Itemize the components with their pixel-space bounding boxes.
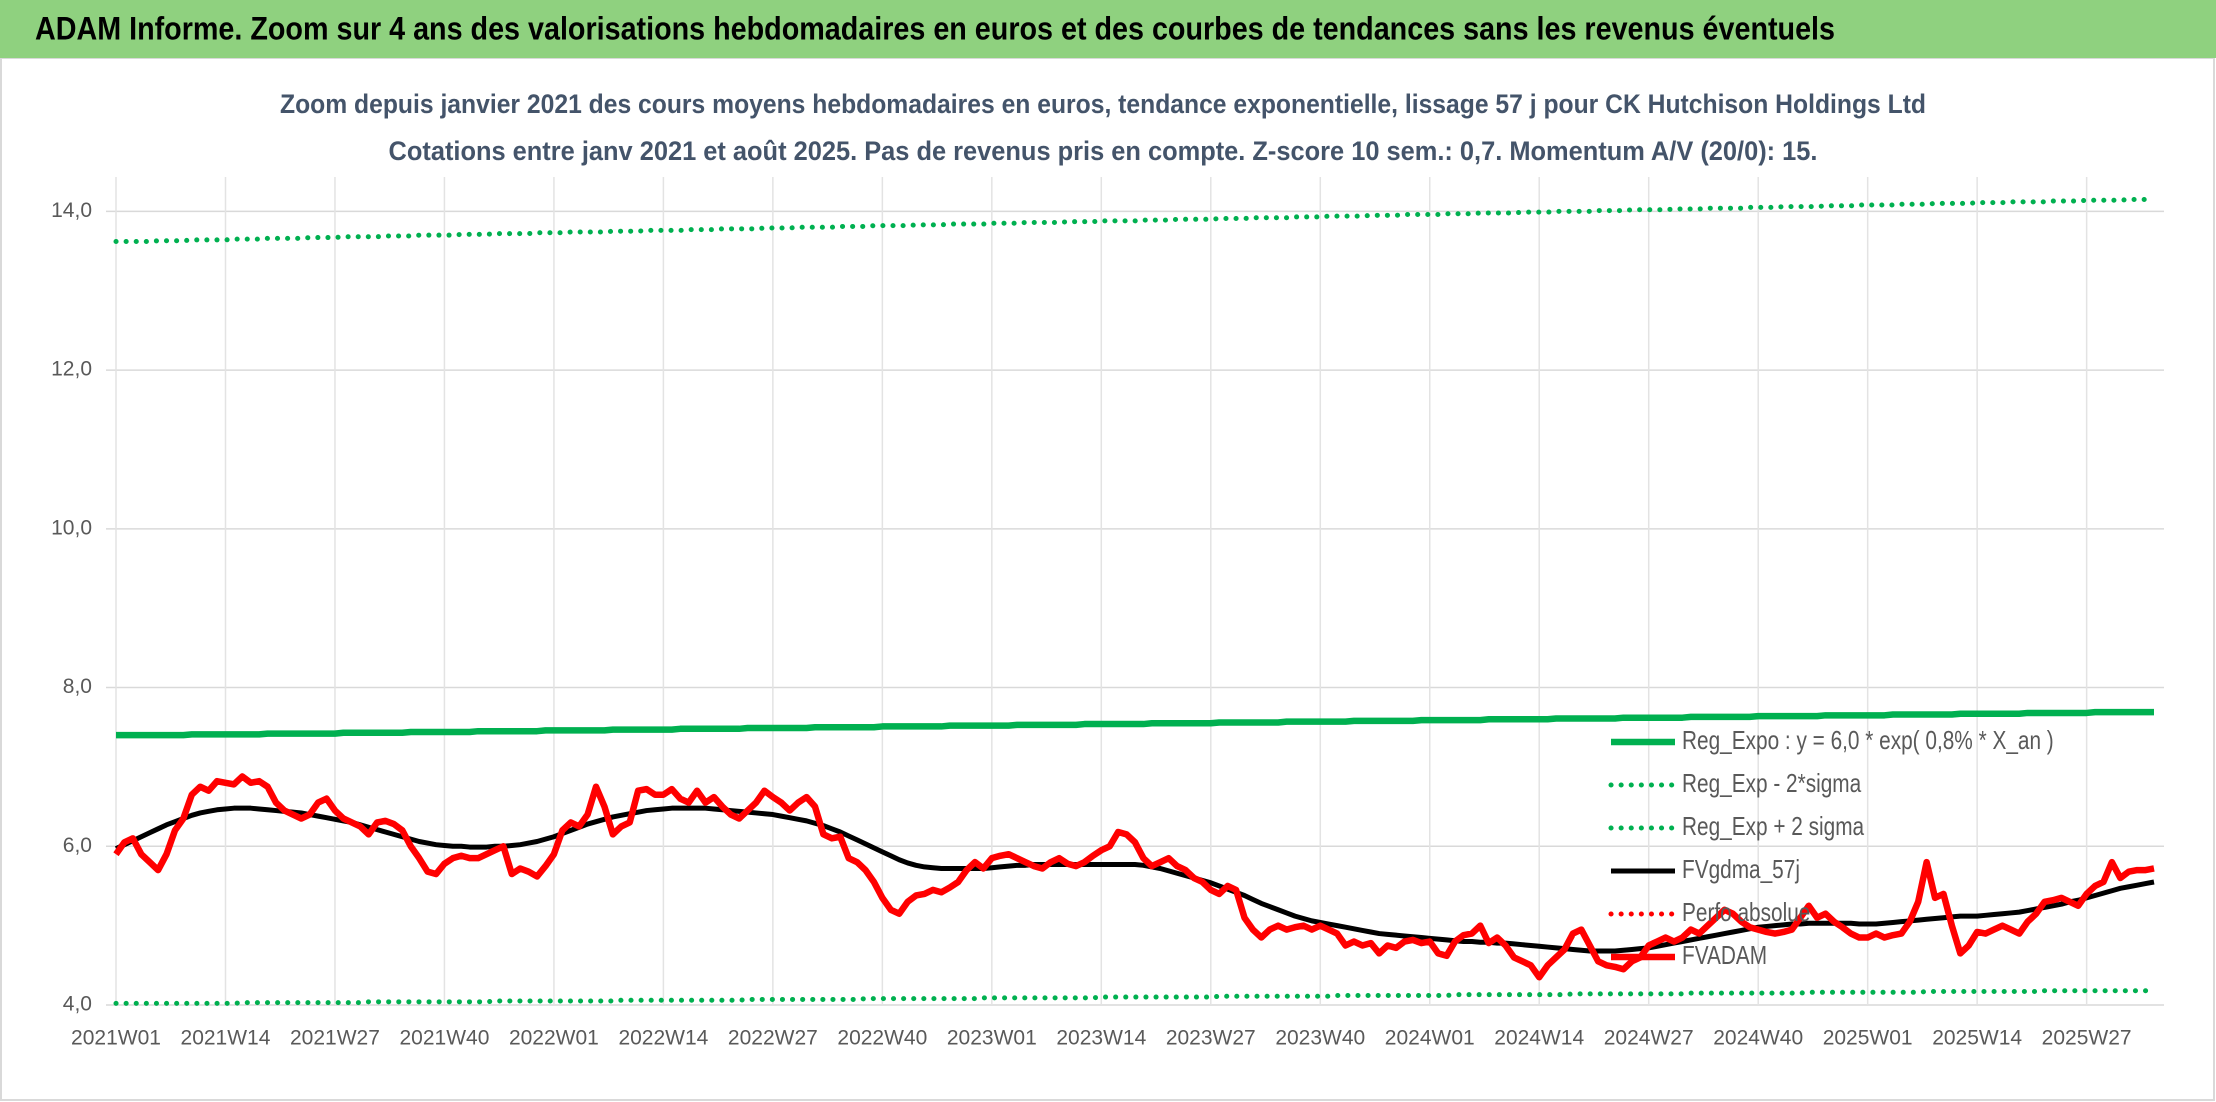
series-line (114, 805, 2155, 954)
x-tick-label: 2021W40 (399, 1027, 489, 1050)
x-tick-label: 2025W01 (1823, 1027, 1913, 1050)
x-tick-label: 2023W40 (1275, 1027, 1365, 1050)
x-tick-label: 2021W01 (71, 1027, 161, 1050)
legend-label: Reg_Expo : y = 6,0 * exp( 0,8% * X_an ) (1682, 725, 2054, 755)
y-tick-label: 12,0 (51, 358, 92, 381)
legend-label: Reg_Exp - 2*sigma (1682, 768, 1862, 798)
x-tick-label: 2023W14 (1056, 1027, 1146, 1050)
x-tick-label: 2024W01 (1385, 1027, 1475, 1050)
series-line (116, 708, 2154, 739)
y-tick-label: 10,0 (51, 516, 92, 539)
chart-subtitle: Cotations entre janv 2021 et août 2025. … (389, 136, 1818, 166)
x-tick-label: 2022W14 (618, 1027, 708, 1050)
y-tick-label: 6,0 (63, 834, 92, 857)
series-line (113, 196, 2157, 245)
x-tick-label: 2022W27 (728, 1027, 818, 1050)
x-tick-label: 2023W27 (1166, 1027, 1256, 1050)
legend: Reg_Expo : y = 6,0 * exp( 0,8% * X_an ) R… (1608, 725, 2054, 970)
legend-label: FVgdma_57j (1682, 854, 1800, 884)
header-title: ADAM Informe. Zoom sur 4 ans des valoris… (35, 10, 1835, 46)
x-tick-label: 2021W27 (290, 1027, 380, 1050)
x-tick-label: 2025W27 (2042, 1027, 2132, 1050)
legend-label: Reg_Exp + 2 sigma (1682, 811, 1865, 841)
x-tick-label: 2022W40 (837, 1027, 927, 1050)
series-line (113, 988, 2157, 1006)
legend-label: Perfo absolue (1682, 897, 1810, 927)
plot-lines (113, 196, 2157, 1006)
x-tick-label: 2025W14 (1932, 1027, 2022, 1050)
chart-title: Zoom depuis janvier 2021 des cours moyen… (280, 89, 1926, 119)
header-band (0, 0, 2216, 58)
x-tick-label: 2023W01 (947, 1027, 1037, 1050)
x-tick-label: 2024W40 (1713, 1027, 1803, 1050)
x-tick-label: 2024W27 (1604, 1027, 1694, 1050)
x-tick-label: 2022W01 (509, 1027, 599, 1050)
series-line (113, 773, 2155, 981)
x-tick-label: 2024W14 (1494, 1027, 1584, 1050)
y-tick-label: 4,0 (63, 993, 92, 1016)
legend-label: FVADAM (1682, 940, 1767, 970)
y-tick-label: 8,0 (63, 675, 92, 698)
y-tick-label: 14,0 (51, 199, 92, 222)
x-tick-label: 2021W14 (181, 1027, 271, 1050)
